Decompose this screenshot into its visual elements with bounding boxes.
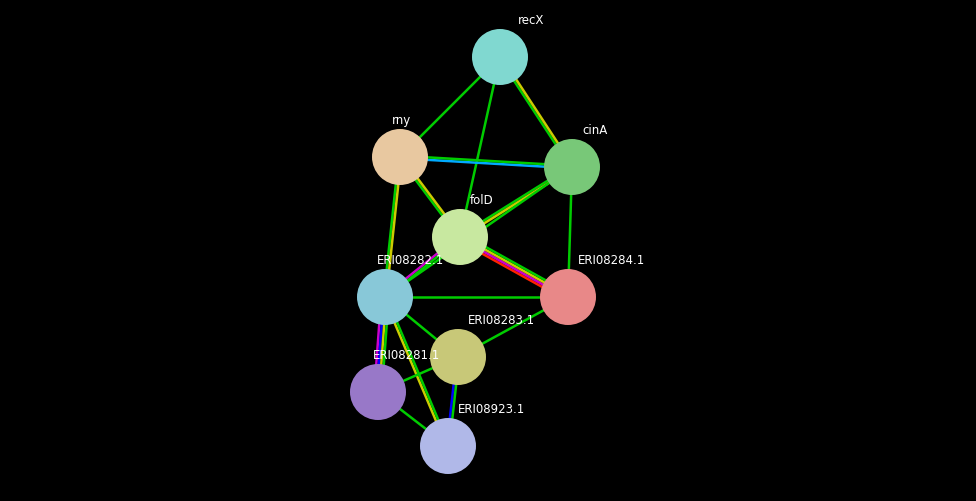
Circle shape bbox=[540, 270, 596, 325]
Text: ERI08281.1: ERI08281.1 bbox=[373, 348, 440, 361]
Text: rny: rny bbox=[392, 114, 411, 127]
Circle shape bbox=[432, 209, 488, 266]
Text: ERI08282.1: ERI08282.1 bbox=[377, 254, 444, 267]
Text: cinA: cinA bbox=[582, 124, 607, 137]
Circle shape bbox=[420, 418, 476, 474]
Circle shape bbox=[430, 329, 486, 385]
Circle shape bbox=[350, 364, 406, 420]
Text: recX: recX bbox=[518, 14, 545, 27]
Text: ERI08923.1: ERI08923.1 bbox=[458, 402, 525, 415]
Text: ERI08284.1: ERI08284.1 bbox=[578, 254, 645, 267]
Text: folD: folD bbox=[470, 193, 494, 206]
Text: ERI08283.1: ERI08283.1 bbox=[468, 313, 535, 326]
Circle shape bbox=[544, 140, 600, 195]
Circle shape bbox=[357, 270, 413, 325]
Circle shape bbox=[372, 130, 428, 186]
Circle shape bbox=[472, 30, 528, 86]
